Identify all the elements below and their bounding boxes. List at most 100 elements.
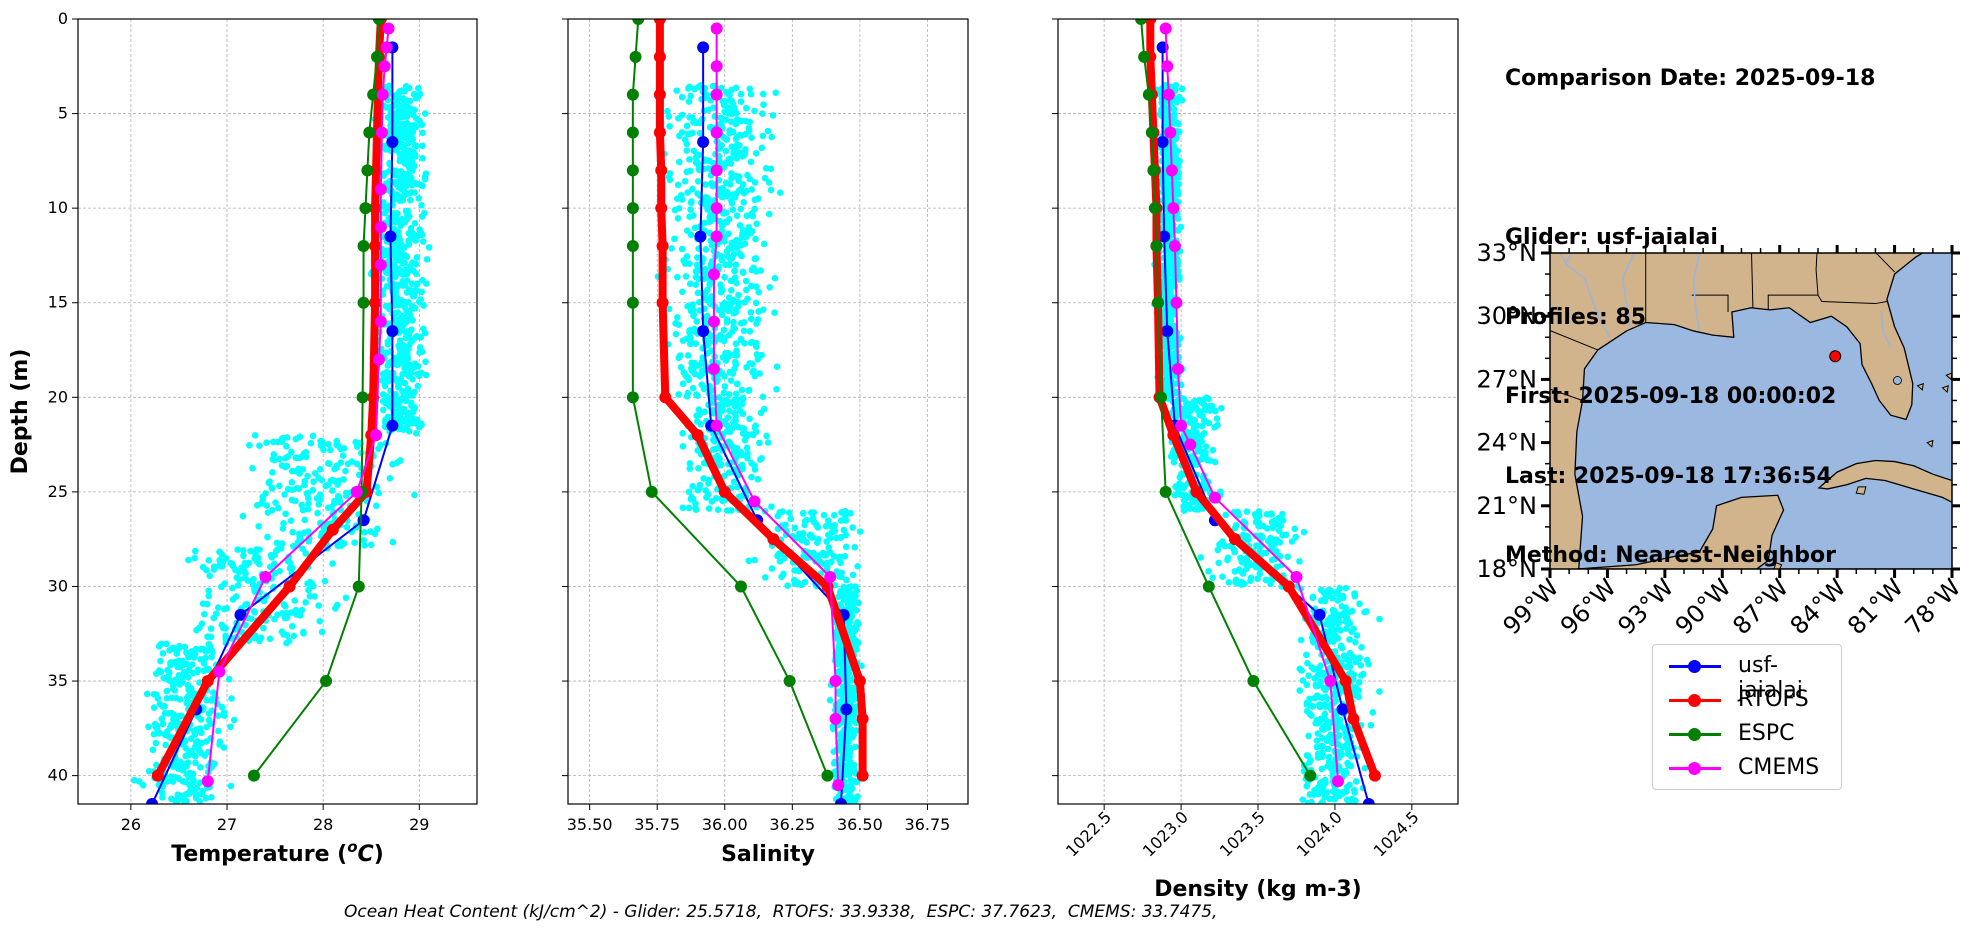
scatter-point	[407, 196, 414, 204]
series-point-espc	[645, 485, 658, 498]
series-point-cmems	[1172, 362, 1184, 375]
scatter-point	[202, 654, 209, 662]
scatter-point	[821, 552, 829, 559]
scatter-point	[687, 92, 695, 100]
scatter-point	[1334, 597, 1341, 604]
scatter-point	[724, 414, 732, 421]
scatter-point	[1299, 796, 1306, 803]
scatter-point	[187, 735, 195, 742]
scatter-point	[287, 517, 295, 524]
scatter-point	[337, 459, 345, 466]
series-point-cmems	[1167, 202, 1180, 215]
series-point-espc	[359, 202, 372, 215]
scatter-point	[760, 240, 768, 248]
scatter-point	[722, 147, 730, 155]
scatter-point	[745, 127, 753, 135]
scatter-point	[719, 301, 727, 308]
scatter-point	[324, 504, 332, 512]
scatter-point	[696, 307, 703, 314]
scatter-point	[379, 370, 387, 378]
scatter-point	[679, 429, 686, 437]
scatter-point	[288, 564, 296, 572]
series-point-cmems	[376, 88, 389, 101]
scatter-point	[315, 501, 323, 508]
scatter-point	[695, 464, 702, 472]
scatter-point	[735, 291, 742, 299]
scatter-point	[781, 554, 788, 562]
scatter-point	[1275, 527, 1283, 534]
scatter-point	[258, 500, 265, 507]
scatter-point	[1314, 730, 1322, 737]
scatter-point	[795, 567, 803, 575]
scatter-point	[694, 392, 701, 400]
scatter-point	[302, 550, 309, 557]
scatter-point	[1342, 769, 1350, 777]
series-point-cmems	[1159, 22, 1172, 35]
scatter-point	[205, 666, 212, 673]
scatter-point	[176, 642, 183, 650]
scatter-point	[704, 195, 712, 203]
series-point-cmems	[1170, 296, 1183, 309]
scatter-point	[671, 206, 679, 214]
scatter-point	[301, 516, 309, 524]
scatter-point	[737, 205, 744, 213]
series-point-espc	[247, 769, 260, 782]
scatter-point	[1177, 223, 1185, 231]
scatter-point	[1175, 120, 1182, 128]
scatter-point	[846, 759, 853, 766]
scatter-point	[236, 576, 243, 583]
scatter-point	[389, 280, 396, 287]
scatter-point	[273, 539, 281, 547]
scatter-point	[266, 635, 274, 643]
scatter-point	[214, 712, 222, 719]
scatter-point	[737, 90, 745, 98]
scatter-point	[854, 793, 861, 800]
scatter-point	[321, 577, 329, 585]
scatter-point	[406, 164, 413, 172]
scatter-point	[723, 507, 731, 514]
map-area	[1550, 253, 1952, 569]
series-point-espc	[1150, 239, 1163, 252]
scatter-point	[1317, 781, 1324, 788]
series-point-cmems	[824, 571, 837, 584]
scatter-point	[206, 572, 214, 580]
scatter-point	[689, 384, 697, 392]
scatter-point	[377, 441, 384, 449]
scatter-point	[1325, 753, 1333, 761]
scatter-point	[282, 510, 289, 518]
scatter-point	[184, 693, 192, 700]
scatter-point	[1306, 791, 1314, 798]
scatter-point	[163, 687, 171, 695]
scatter-point	[410, 111, 417, 119]
scatter-point	[165, 673, 172, 680]
scatter-point	[725, 331, 733, 339]
scatter-point	[355, 439, 363, 447]
scatter-point	[1206, 457, 1214, 464]
series-point-cmems	[372, 353, 385, 366]
plot-area	[626, 19, 869, 804]
scatter-point	[741, 150, 749, 158]
scatter-point	[205, 716, 213, 724]
series-point-rtofs	[1167, 429, 1180, 442]
scatter-point	[401, 379, 409, 387]
scatter-point	[693, 318, 701, 325]
scatter-point	[690, 118, 697, 126]
scatter-point	[309, 432, 317, 440]
scatter-point	[311, 593, 318, 600]
scatter-point	[419, 142, 426, 150]
series-point-rtofs	[1228, 533, 1241, 546]
scatter-point	[776, 509, 783, 516]
scatter-point	[265, 479, 273, 487]
scatter-point	[754, 316, 762, 323]
series-point-cmems	[1332, 775, 1344, 788]
scatter-point	[305, 534, 313, 542]
scatter-point	[742, 286, 750, 294]
scatter-point	[208, 697, 215, 704]
scatter-point	[1181, 497, 1189, 505]
ohc-text: Ocean Heat Content (kJ/cm^2) - Glider: 2…	[344, 902, 1218, 922]
scatter-point	[1315, 693, 1323, 701]
scatter-point	[293, 485, 301, 492]
scatter-point	[791, 524, 799, 532]
scatter-point	[327, 477, 335, 485]
series-point-cmems	[1165, 164, 1178, 177]
